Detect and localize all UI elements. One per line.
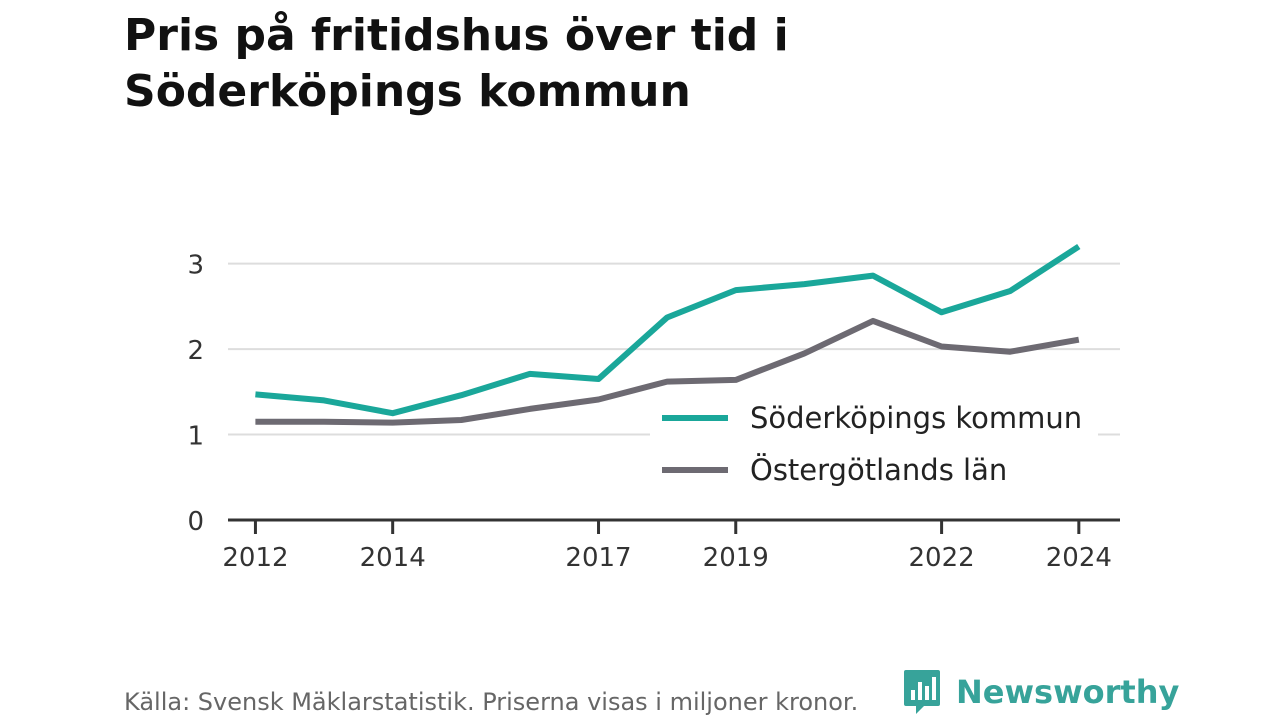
legend-background xyxy=(650,392,1098,502)
y-tick-label: 3 xyxy=(187,251,204,281)
series-lines xyxy=(255,243,1081,426)
series-line-ostergotland xyxy=(255,317,1080,426)
legend-label: Östergötlands län xyxy=(750,453,1007,487)
legend-label: Söderköpings kommun xyxy=(750,401,1082,435)
source-note: Källa: Svensk Mäklarstatistik. Priserna … xyxy=(124,688,859,716)
y-axis-ticks: 0 1 2 3 xyxy=(187,251,204,537)
x-tick-label: 2024 xyxy=(1046,543,1112,573)
legend: Söderköpings kommun Östergötlands län xyxy=(650,392,1098,502)
y-tick-label: 0 xyxy=(187,507,204,537)
x-tick-label: 2019 xyxy=(703,543,769,573)
x-tick-label: 2017 xyxy=(565,543,631,573)
newsworthy-logo-icon xyxy=(904,670,940,714)
series-line-soderkoping xyxy=(255,243,1081,417)
brand-name: Newsworthy xyxy=(956,673,1180,711)
brand-logo[interactable]: Newsworthy xyxy=(902,668,1179,716)
y-tick-label: 2 xyxy=(187,336,204,366)
y-tick-label: 1 xyxy=(187,422,204,452)
chart-title: Pris på fritidshus över tid i Söderköpin… xyxy=(124,10,789,117)
x-tick-label: 2012 xyxy=(222,543,288,573)
x-tick-label: 2014 xyxy=(360,543,426,573)
x-axis-ticks: 2012 2014 2017 2019 2022 2024 xyxy=(222,520,1112,573)
x-tick-label: 2022 xyxy=(909,543,975,573)
